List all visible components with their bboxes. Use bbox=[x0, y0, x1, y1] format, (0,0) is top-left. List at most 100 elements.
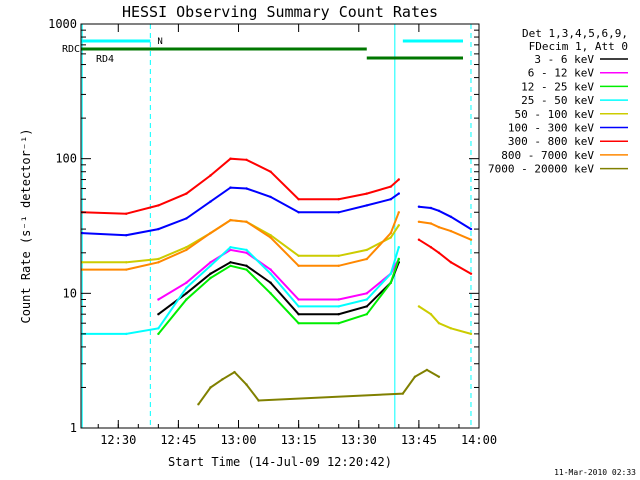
data-point bbox=[185, 192, 188, 195]
data-point bbox=[125, 234, 128, 237]
x-tick-label: 13:00 bbox=[220, 433, 256, 447]
data-point bbox=[297, 298, 300, 301]
data-point bbox=[389, 272, 392, 275]
data-point bbox=[437, 375, 441, 378]
legend-label-1: 6 - 12 keV bbox=[528, 67, 595, 80]
data-point bbox=[437, 226, 441, 229]
data-point bbox=[425, 368, 429, 372]
series-3 bbox=[81, 246, 400, 336]
data-point bbox=[389, 236, 392, 239]
series-line-8 bbox=[197, 368, 440, 405]
data-point bbox=[401, 392, 404, 395]
data-point bbox=[417, 220, 421, 223]
footer-timestamp: 11-Mar-2010 02:33 bbox=[554, 468, 636, 477]
data-point bbox=[209, 231, 212, 235]
data-point bbox=[269, 234, 272, 237]
data-point bbox=[337, 298, 340, 301]
data-point bbox=[245, 158, 248, 161]
data-point bbox=[81, 261, 84, 264]
data-point bbox=[269, 272, 272, 275]
night-label: N bbox=[157, 37, 162, 47]
data-point bbox=[397, 192, 400, 195]
series-8 bbox=[197, 368, 441, 406]
data-point bbox=[209, 264, 212, 267]
legend: Det 1,3,4,5,6,9,FDecim 1, Att 03 - 6 keV… bbox=[488, 27, 628, 176]
data-point bbox=[125, 261, 128, 264]
data-point bbox=[245, 187, 248, 190]
data-point bbox=[297, 313, 300, 316]
legend-label-5: 100 - 300 keV bbox=[508, 122, 594, 135]
data-point bbox=[229, 218, 232, 222]
data-point bbox=[365, 192, 368, 195]
data-point bbox=[245, 251, 248, 254]
data-point bbox=[397, 246, 400, 249]
legend-label-8: 7000 - 20000 keV bbox=[488, 163, 594, 176]
y-tick-label: 1 bbox=[70, 421, 77, 435]
data-point bbox=[429, 246, 433, 249]
data-point bbox=[125, 212, 128, 215]
data-point bbox=[429, 222, 433, 225]
data-point bbox=[449, 327, 453, 330]
data-point bbox=[449, 215, 453, 218]
data-point bbox=[437, 322, 441, 325]
data-point bbox=[365, 204, 368, 207]
data-point bbox=[365, 248, 368, 252]
data-point bbox=[257, 399, 260, 402]
data-point bbox=[397, 211, 400, 214]
data-point bbox=[221, 378, 224, 381]
data-point bbox=[125, 332, 128, 336]
data-point bbox=[185, 292, 188, 295]
data-point bbox=[413, 375, 417, 378]
data-point bbox=[229, 157, 232, 160]
chart-title: HESSI Observing Summary Count Rates bbox=[122, 3, 438, 21]
y-tick-label: 100 bbox=[55, 152, 77, 166]
data-point bbox=[245, 268, 248, 271]
rd4-label: RD4 bbox=[96, 54, 114, 65]
legend-label-2: 12 - 25 keV bbox=[521, 80, 594, 93]
data-point bbox=[125, 268, 128, 271]
data-point bbox=[185, 248, 188, 252]
x-tick-label: 13:30 bbox=[341, 433, 377, 447]
data-point bbox=[229, 261, 232, 264]
data-point bbox=[229, 264, 232, 267]
series-1 bbox=[157, 248, 400, 301]
x-axis-label: Start Time (14-Jul-09 12:20:42) bbox=[168, 455, 392, 469]
x-tick-label: 14:00 bbox=[461, 433, 497, 447]
data-point bbox=[469, 238, 473, 241]
data-point bbox=[157, 298, 160, 301]
data-point bbox=[157, 332, 160, 336]
data-point bbox=[269, 268, 272, 271]
y-tick-label: 10 bbox=[63, 286, 77, 300]
legend-label-7: 800 - 7000 keV bbox=[501, 149, 594, 162]
data-point bbox=[365, 298, 368, 301]
data-point bbox=[337, 254, 340, 257]
data-point bbox=[297, 254, 300, 257]
data-point bbox=[209, 200, 212, 203]
series-0 bbox=[157, 261, 400, 316]
data-point bbox=[365, 305, 368, 308]
y-tick-label: 1000 bbox=[48, 17, 77, 31]
legend-header-0: Det 1,3,4,5,6,9, bbox=[522, 27, 628, 40]
data-point bbox=[417, 238, 421, 241]
legend-label-4: 50 - 100 keV bbox=[515, 108, 595, 121]
data-point bbox=[337, 211, 340, 214]
data-point bbox=[417, 205, 421, 208]
data-point bbox=[297, 305, 300, 308]
data-point bbox=[157, 313, 160, 316]
data-point bbox=[337, 305, 340, 308]
data-point bbox=[269, 170, 272, 173]
series-5 bbox=[81, 186, 473, 237]
data-point bbox=[269, 281, 272, 284]
data-point bbox=[185, 217, 188, 220]
series-2 bbox=[157, 257, 400, 336]
y-ticks: 1 10 100 1000 bbox=[48, 17, 479, 435]
series-line-6 bbox=[82, 157, 472, 275]
data-point bbox=[297, 322, 300, 325]
data-point bbox=[397, 257, 400, 261]
data-point bbox=[157, 227, 160, 231]
x-tick-label: 12:45 bbox=[160, 433, 196, 447]
data-point bbox=[437, 209, 441, 212]
data-point bbox=[365, 313, 368, 316]
data-point bbox=[365, 292, 368, 295]
